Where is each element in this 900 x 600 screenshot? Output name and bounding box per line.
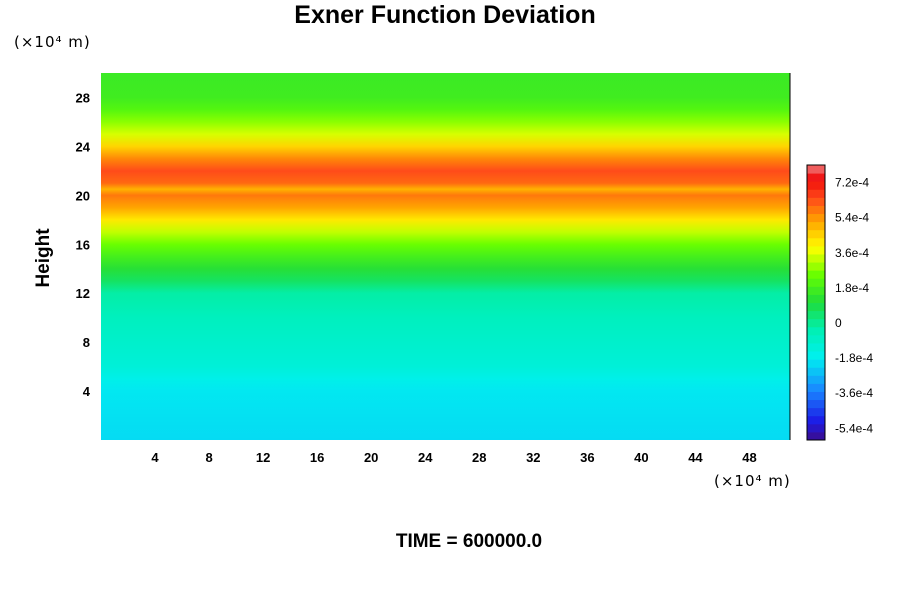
y-tick-label: 12 xyxy=(76,286,90,301)
colorbar-segment xyxy=(807,383,825,392)
chart-title: Exner Function Deviation xyxy=(294,1,596,29)
y-tick-label: 4 xyxy=(83,384,91,399)
x-tick-label: 48 xyxy=(742,450,756,465)
colorbar-segment xyxy=(807,221,825,231)
colorbar-tick-label: -5.4e-4 xyxy=(835,421,873,435)
colorbar-tick-label: 0 xyxy=(835,316,842,330)
x-tick-label: 4 xyxy=(151,450,159,465)
colorbar-segment xyxy=(807,351,825,360)
x-tick-label: 44 xyxy=(688,450,703,465)
colorbar-segment xyxy=(807,367,825,376)
colorbar-segment xyxy=(807,165,825,174)
x-tick-label: 28 xyxy=(472,450,486,465)
colorbar-segment xyxy=(807,342,825,352)
colorbar-segment xyxy=(807,229,825,239)
colorbar-segment xyxy=(807,173,825,182)
colorbar-segment xyxy=(807,375,825,384)
colorbar-segment xyxy=(807,294,825,303)
colorbar-segment xyxy=(807,245,825,255)
colorbar-segment xyxy=(807,359,825,368)
y-tick-label: 28 xyxy=(76,90,90,105)
colorbar-segment xyxy=(807,253,825,263)
colorbar-segment xyxy=(807,310,825,320)
colorbar-segment xyxy=(807,278,825,287)
colorbar-segment xyxy=(807,262,825,271)
colorbar-segment xyxy=(807,423,825,433)
x-tick-label: 16 xyxy=(310,450,324,465)
colorbar-tick-label: -1.8e-4 xyxy=(835,351,873,365)
x-axis-unit: (×10⁴ m) xyxy=(714,472,791,490)
colorbar-segment xyxy=(807,391,825,401)
x-tick-label: 8 xyxy=(205,450,212,465)
colorbar-segment xyxy=(807,326,825,336)
y-axis-unit: (×10⁴ m) xyxy=(14,33,91,51)
colorbar-segment xyxy=(807,399,825,409)
colorbar-tick-label: 5.4e-4 xyxy=(835,211,869,225)
colorbar-segment xyxy=(807,270,825,279)
x-tick-label: 32 xyxy=(526,450,540,465)
colorbar-segment xyxy=(807,415,825,425)
colorbar-segment xyxy=(807,407,825,417)
x-tick-label: 36 xyxy=(580,450,594,465)
colorbar-segment xyxy=(807,237,825,247)
colorbar-border xyxy=(806,164,826,441)
x-tick-label: 12 xyxy=(256,450,270,465)
colorbar-segment xyxy=(807,189,825,198)
y-tick-label: 24 xyxy=(76,139,91,154)
colorbar-segment xyxy=(807,286,825,295)
colorbar-segment xyxy=(807,302,825,312)
colorbar: -5.4e-4 -3.6e-4 -1.8e-4 0 1.8e-4 3.6e-4 5.4e-4… xyxy=(806,164,873,441)
time-label: TIME = 600000.0 xyxy=(395,531,543,552)
x-tick-label: 24 xyxy=(418,450,433,465)
y-tick-label: 8 xyxy=(83,335,90,350)
colorbar-tick-label: 7.2e-4 xyxy=(835,176,869,190)
colorbar-segment xyxy=(807,205,825,215)
colorbar-segment xyxy=(807,213,825,223)
y-tick-label: 20 xyxy=(76,188,90,203)
colorbar-segment xyxy=(807,334,825,344)
x-tick-label: 20 xyxy=(364,450,378,465)
colorbar-tick-label: 3.6e-4 xyxy=(835,246,869,260)
contour-field xyxy=(101,73,790,440)
x-tick-label: 40 xyxy=(634,450,648,465)
colorbar-tick-label: 1.8e-4 xyxy=(835,281,869,295)
y-tick-label: 16 xyxy=(76,237,90,252)
colorbar-tick-label: -3.6e-4 xyxy=(835,386,873,400)
colorbar-segment xyxy=(807,431,825,441)
contour-plot xyxy=(101,73,790,440)
colorbar-segment xyxy=(807,181,825,190)
colorbar-segment xyxy=(807,318,825,328)
colorbar-segment xyxy=(807,197,825,206)
